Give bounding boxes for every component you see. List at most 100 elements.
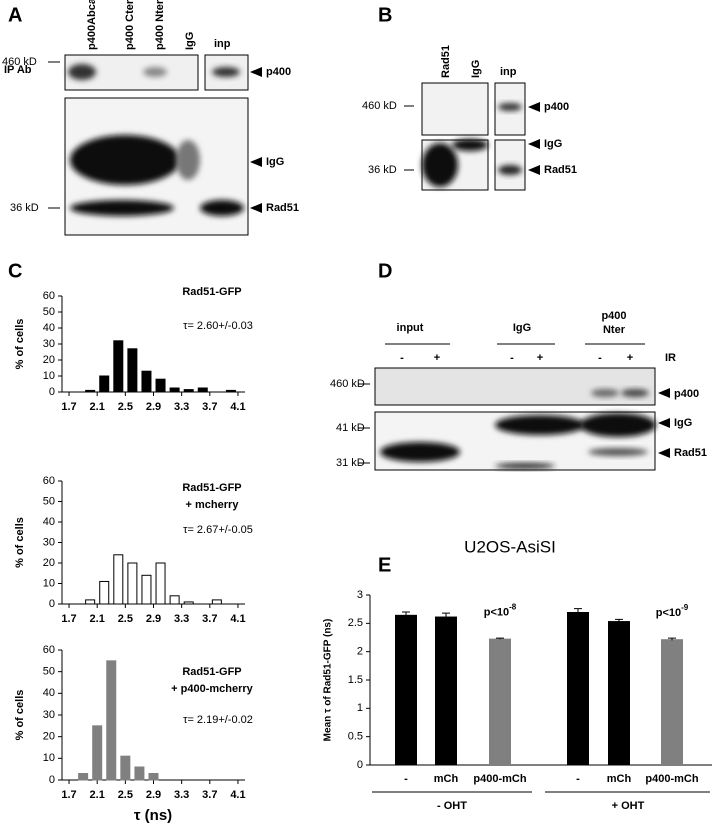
bar [106,660,117,781]
y-tick-label: 40 [43,516,55,528]
bar [99,580,110,605]
x-tick-label: p400-mCh [645,773,698,785]
panel-letter: B [378,4,392,26]
y-tick-label: 10 [43,577,55,589]
lane-label: inp [500,66,517,78]
group-label: p400 [601,310,626,322]
x-tick-label: mCh [434,773,459,785]
x-tick-label: 2.5 [118,613,133,625]
treatment: + [434,352,440,364]
x-tick-label: 1.7 [61,613,76,625]
x-tick-label: 2.1 [90,401,105,413]
treatment: - [400,352,404,364]
bar [92,725,103,781]
band-label: Rad51 [674,447,707,459]
y-tick-label: 10 [43,752,55,764]
annotation: τ= 2.19+/-0.02 [183,714,253,726]
bar [183,389,194,393]
y-tick-label: 0.5 [348,731,363,743]
arrow [250,157,262,167]
y-tick-label: 10 [43,370,55,382]
x-tick-label: 3.3 [174,613,189,625]
y-tick-label: 0 [49,774,55,786]
y-tick-label: 0 [357,759,363,771]
group-label: Nter [603,324,626,336]
treatment: + [627,352,633,364]
x-tick-label: 3.7 [202,401,217,413]
error-bar [496,637,504,640]
arrow [658,388,670,398]
lane-label: IgG [470,60,482,78]
arrow [528,102,540,112]
y-tick-label: 60 [43,290,55,302]
y-tick-label: 40 [43,322,55,334]
x-tick-label: 2.9 [146,789,161,801]
x-tick-label: 3.3 [174,789,189,801]
treatment: + [537,352,543,364]
bar [435,616,457,765]
x-tick-label: 2.1 [90,789,105,801]
marker-label: 460 kD [2,56,37,68]
y-axis-label: % of cells [14,517,26,568]
treatment: - [510,352,514,364]
p-value-exponent: -9 [681,603,689,612]
p-value-exponent: -8 [509,603,517,612]
panel-letter: D [378,260,392,282]
y-tick-label: 60 [43,475,55,487]
bar [85,599,96,605]
bar [661,639,683,765]
bar [141,574,152,605]
band-label: p400 [544,101,569,113]
annotation: τ= 2.67+/-0.05 [183,524,253,536]
y-tick-label: 30 [43,338,55,350]
bar [148,773,159,781]
bar [78,773,89,781]
group-label: + OHT [612,800,645,812]
bar [183,601,194,605]
bar [169,387,180,393]
bar [608,621,630,765]
treatment: - [598,352,602,364]
x-tick-label: 3.3 [174,401,189,413]
p-value: p<10-8 [484,603,517,619]
bar [99,375,110,393]
arrow [658,418,670,428]
group-label: IgG [513,322,531,334]
chart-title: U2OS-AsiSI [464,537,556,556]
marker-label: 460 kD [362,100,397,112]
x-tick-label: 3.7 [202,613,217,625]
lane-label: IgG [184,32,196,50]
lane-label: inp [214,38,231,50]
ip-label: IP Ab [4,64,32,76]
marker-label: 36 kD [10,202,39,214]
arrow [528,165,540,175]
arrow [658,448,670,458]
y-tick-label: 3 [357,589,363,601]
lane-label: p400 Cter [124,0,136,50]
p-value-text: p<10 [484,607,509,619]
y-tick-label: 1 [357,702,363,714]
blot [64,54,249,236]
x-tick-label: mCh [607,773,632,785]
x-tick-label: 1.7 [61,401,76,413]
band-label: IgG [266,156,284,168]
chart-title: + p400-mcherry [171,683,254,695]
bar [489,638,511,765]
panel-letter: C [8,260,22,282]
band-label: IgG [544,138,562,150]
marker-label: 41 kD [336,422,365,434]
y-tick-label: 50 [43,666,55,678]
marker-label: 31 kD [336,457,365,469]
chart-title: Rad51-GFP [182,286,241,298]
chart-title: Rad51-GFP [182,482,241,494]
y-tick-label: 2 [357,646,363,658]
x-tick-label: 4.1 [230,789,245,801]
y-tick-label: 20 [43,557,55,569]
chart-title: + mcherry [186,499,240,511]
x-tick-label: 2.5 [118,789,133,801]
bar [85,389,96,393]
bar [567,612,589,765]
y-tick-label: 2.5 [348,617,363,629]
x-tick-label: - [576,773,580,785]
